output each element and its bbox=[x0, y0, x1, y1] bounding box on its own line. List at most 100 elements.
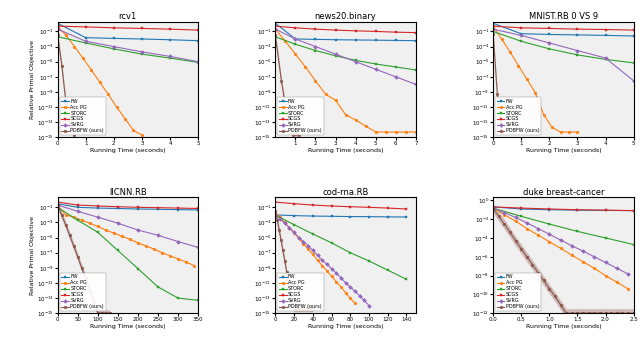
STORC bbox=[174, 296, 182, 300]
STORC bbox=[291, 222, 298, 227]
PDBFW (ours) bbox=[86, 288, 93, 293]
FW bbox=[292, 37, 300, 41]
STORC bbox=[54, 205, 61, 210]
Line: PDBFW (ours): PDBFW (ours) bbox=[492, 207, 635, 315]
SVRG bbox=[314, 253, 321, 257]
SCGS bbox=[54, 24, 61, 28]
FW bbox=[602, 33, 609, 37]
Line: Acc PG: Acc PG bbox=[56, 204, 195, 267]
PDBFW (ours) bbox=[62, 101, 70, 105]
FW bbox=[365, 215, 373, 219]
SVRG bbox=[573, 48, 581, 53]
SCGS bbox=[630, 208, 637, 213]
PDBFW (ours) bbox=[493, 92, 501, 96]
SCGS bbox=[166, 27, 174, 31]
FW bbox=[545, 208, 553, 212]
SVRG bbox=[281, 221, 289, 225]
PDBFW (ours) bbox=[305, 306, 313, 310]
SCGS bbox=[352, 29, 360, 33]
SVRG bbox=[351, 289, 359, 293]
SVRG bbox=[346, 285, 354, 289]
Acc PG bbox=[545, 239, 553, 244]
SCGS bbox=[74, 203, 81, 207]
PDBFW (ours) bbox=[579, 311, 587, 315]
STORC bbox=[384, 268, 392, 272]
SVRG bbox=[360, 298, 368, 302]
Acc PG bbox=[362, 124, 369, 128]
Title: cod-rna.RB: cod-rna.RB bbox=[323, 188, 369, 197]
PDBFW (ours) bbox=[106, 311, 114, 315]
PDBFW (ours) bbox=[67, 124, 74, 128]
FW bbox=[54, 202, 61, 206]
SVRG bbox=[624, 272, 632, 276]
Acc PG bbox=[351, 301, 359, 306]
PDBFW (ours) bbox=[296, 133, 303, 137]
Line: PDBFW (ours): PDBFW (ours) bbox=[56, 34, 76, 136]
PDBFW (ours) bbox=[298, 306, 305, 310]
Acc PG bbox=[342, 291, 349, 295]
SVRG bbox=[276, 217, 284, 221]
Acc PG bbox=[323, 269, 331, 273]
Acc PG bbox=[500, 212, 508, 217]
STORC bbox=[154, 285, 162, 289]
PDBFW (ours) bbox=[70, 244, 77, 248]
FW bbox=[309, 214, 317, 218]
X-axis label: Running Time (seconds): Running Time (seconds) bbox=[525, 148, 601, 153]
SVRG bbox=[292, 37, 300, 41]
FW bbox=[545, 32, 553, 37]
PDBFW (ours) bbox=[275, 228, 283, 232]
FW bbox=[154, 207, 162, 211]
X-axis label: Running Time (seconds): Running Time (seconds) bbox=[90, 148, 166, 153]
Acc PG bbox=[182, 260, 190, 264]
Acc PG bbox=[515, 63, 522, 68]
Acc PG bbox=[318, 264, 326, 268]
PDBFW (ours) bbox=[294, 306, 301, 310]
Acc PG bbox=[322, 92, 330, 96]
SVRG bbox=[489, 206, 497, 210]
Acc PG bbox=[301, 65, 309, 69]
SCGS bbox=[403, 207, 410, 211]
PDBFW (ours) bbox=[102, 311, 109, 315]
SVRG bbox=[512, 215, 520, 220]
FW bbox=[372, 38, 380, 42]
PDBFW (ours) bbox=[292, 306, 300, 310]
SVRG bbox=[591, 255, 598, 259]
SCGS bbox=[392, 30, 399, 34]
STORC bbox=[573, 53, 581, 57]
SCGS bbox=[291, 202, 298, 206]
PDBFW (ours) bbox=[545, 287, 553, 291]
PDBFW (ours) bbox=[489, 206, 497, 210]
SCGS bbox=[271, 24, 279, 28]
Line: PDBFW (ours): PDBFW (ours) bbox=[56, 204, 111, 315]
STORC bbox=[328, 241, 335, 245]
Acc PG bbox=[282, 39, 289, 44]
PDBFW (ours) bbox=[278, 78, 285, 83]
Legend: FW, Acc PG, STORC, SCGS, SVRG, PDBFW (ours): FW, Acc PG, STORC, SCGS, SVRG, PDBFW (ou… bbox=[495, 96, 541, 135]
Acc PG bbox=[62, 33, 70, 37]
STORC bbox=[74, 218, 81, 222]
FW bbox=[412, 39, 420, 43]
SVRG bbox=[318, 258, 326, 262]
SCGS bbox=[110, 26, 118, 30]
Acc PG bbox=[624, 287, 632, 291]
PDBFW (ours) bbox=[489, 32, 497, 36]
SCGS bbox=[489, 205, 497, 209]
Acc PG bbox=[602, 273, 609, 278]
Acc PG bbox=[573, 130, 581, 134]
PDBFW (ours) bbox=[529, 262, 536, 267]
STORC bbox=[517, 214, 525, 219]
SVRG bbox=[295, 235, 303, 240]
STORC bbox=[195, 60, 202, 64]
Acc PG bbox=[312, 78, 319, 83]
PDBFW (ours) bbox=[66, 233, 74, 238]
STORC bbox=[412, 68, 420, 72]
Acc PG bbox=[110, 231, 118, 235]
PDBFW (ours) bbox=[98, 311, 106, 315]
SVRG bbox=[300, 239, 307, 244]
Acc PG bbox=[332, 98, 339, 102]
STORC bbox=[517, 39, 525, 44]
Acc PG bbox=[540, 112, 548, 117]
SCGS bbox=[309, 203, 317, 207]
SVRG bbox=[352, 59, 360, 64]
Acc PG bbox=[579, 260, 587, 264]
